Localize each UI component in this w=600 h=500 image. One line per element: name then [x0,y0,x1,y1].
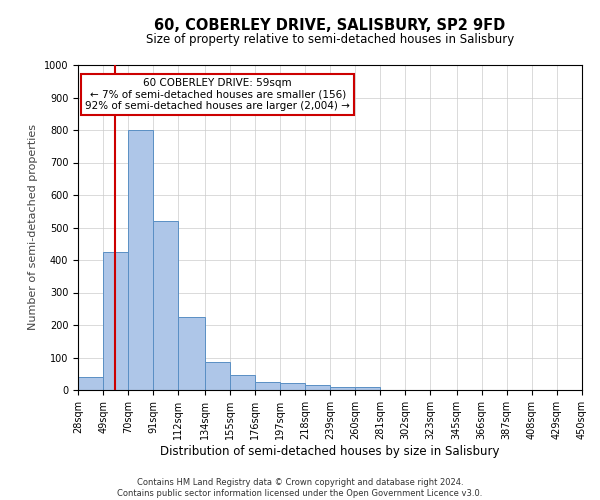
Bar [330,387,355,390]
Text: Size of property relative to semi-detached houses in Salisbury: Size of property relative to semi-detach… [146,32,514,46]
Bar [128,130,153,390]
Y-axis label: Number of semi-detached properties: Number of semi-detached properties [28,124,38,330]
Bar [230,376,255,390]
Text: 60, COBERLEY DRIVE, SALISBURY, SP2 9FD: 60, COBERLEY DRIVE, SALISBURY, SP2 9FD [154,18,506,32]
Bar [153,221,178,390]
Text: 60 COBERLEY DRIVE: 59sqm
← 7% of semi-detached houses are smaller (156)
92% of s: 60 COBERLEY DRIVE: 59sqm ← 7% of semi-de… [85,78,350,111]
Text: Contains HM Land Registry data © Crown copyright and database right 2024.
Contai: Contains HM Land Registry data © Crown c… [118,478,482,498]
Bar [178,317,205,390]
Bar [205,362,230,390]
Bar [355,387,380,390]
Bar [255,382,280,390]
Bar [305,385,330,390]
Bar [78,377,103,390]
Bar [103,252,128,390]
X-axis label: Distribution of semi-detached houses by size in Salisbury: Distribution of semi-detached houses by … [160,444,500,458]
Bar [280,383,305,390]
